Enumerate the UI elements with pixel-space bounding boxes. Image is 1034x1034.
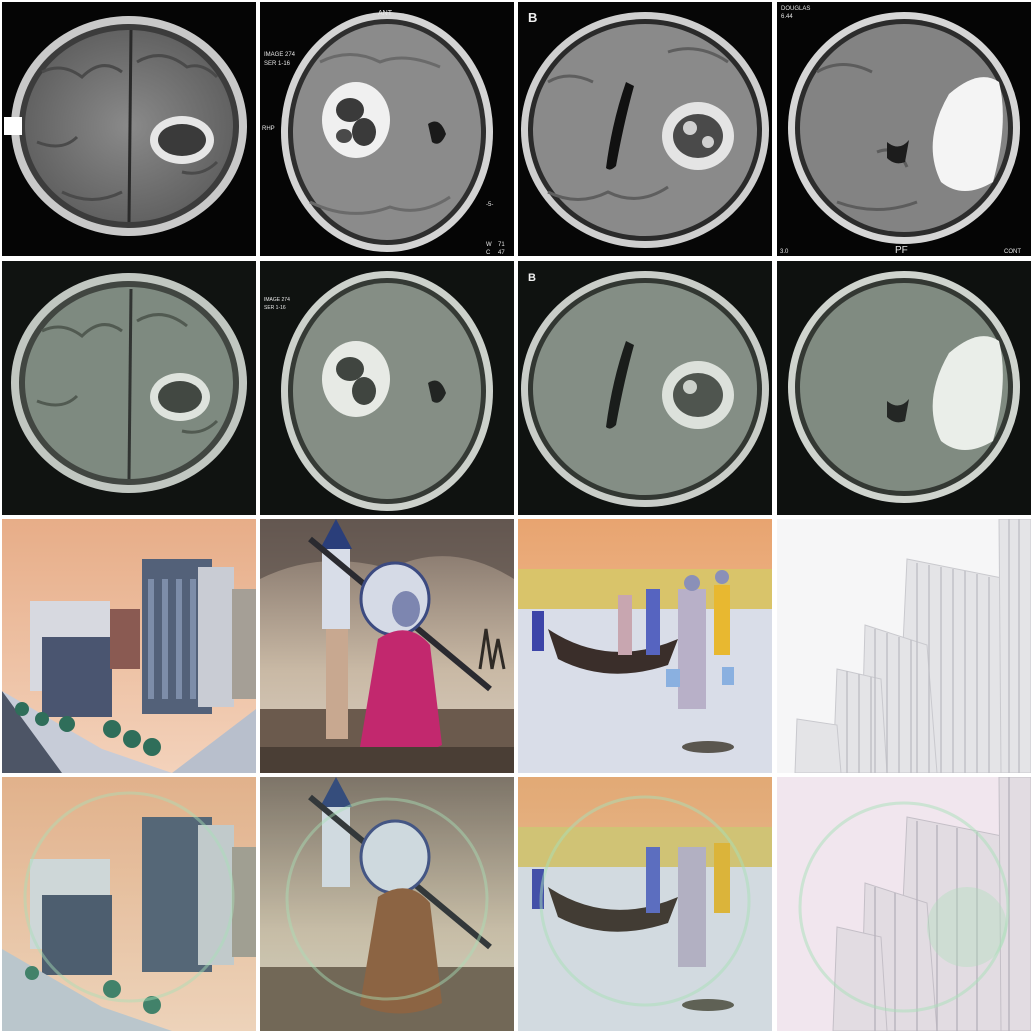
photo-architecture-original (777, 519, 1031, 773)
city-buildings-photo (2, 519, 256, 773)
mri-scan-reconstructed-3: B (518, 261, 772, 515)
mri-scan-axial-4: DOUGLAS 6.44 PF CONT 3.0 (777, 2, 1031, 256)
photo-boat-reconstructed (260, 777, 514, 1031)
patient-name-label: DOUGLAS (781, 6, 810, 12)
wooden-boat (548, 629, 678, 674)
mri-scan-reconstructed-2: IMAGE 274 SER 1-16 (260, 261, 514, 515)
photo-city-original (2, 519, 256, 773)
artifact-ring (798, 801, 1010, 1013)
city-buildings-reconstructed (2, 777, 256, 1031)
scale-tick-label: -5- (486, 202, 493, 208)
mri-original-3: B (518, 2, 772, 256)
image-number-label-recon: IMAGE 274 (264, 297, 290, 303)
photo-city-reconstructed (2, 777, 256, 1031)
mri-original-2: ANT IMAGE 274 SER 1-16 RHP -5- W 71 C 47 (260, 2, 514, 256)
white-marker-square (4, 117, 22, 135)
photo-beach-reconstructed (518, 777, 772, 1031)
window-label: W (486, 242, 492, 248)
center-value: 47 (498, 250, 505, 256)
mri-reconstructed-2: IMAGE 274 SER 1-16 (260, 261, 514, 515)
boat-women-reconstructed (260, 777, 514, 1031)
mri-original-1 (2, 2, 256, 256)
pf-label: PF (895, 245, 908, 256)
mri-original-4: DOUGLAS 6.44 PF CONT 3.0 (777, 2, 1031, 256)
mri-reconstructed-1 (2, 261, 256, 515)
image-number-label: IMAGE 274 (264, 52, 296, 58)
bottom-left-label: 3.0 (780, 249, 789, 255)
mri-scan-reconstructed-4 (777, 261, 1031, 515)
panel-label: B (528, 10, 537, 25)
white-architecture-reconstructed (777, 777, 1031, 1031)
beach-fishermen-boat-photo (518, 519, 772, 773)
contrast-label: CONT (1004, 249, 1021, 255)
mri-scan-reconstructed-1 (2, 261, 256, 515)
patient-number-label: 6.44 (781, 14, 793, 20)
series-label: SER 1-16 (264, 61, 291, 67)
fishermen-group (532, 570, 734, 709)
tumor-mass-left (322, 82, 390, 158)
beach-fishermen-reconstructed (518, 777, 772, 1031)
anterior-label: ANT (378, 10, 393, 17)
artifact-ring (539, 795, 751, 1007)
white-architecture-ribs-photo (777, 519, 1031, 773)
mri-reconstructed-3: B (518, 261, 772, 515)
center-label: C (486, 250, 491, 256)
ventricle (606, 82, 634, 170)
pink-dress (360, 630, 442, 756)
photo-beach-original (518, 519, 772, 773)
series-label-recon: SER 1-16 (264, 305, 286, 311)
meningioma-mass (932, 77, 1003, 191)
conical-hat-1 (320, 519, 352, 549)
mri-scan-axial-2: ANT IMAGE 274 SER 1-16 RHP -5- W 71 C 47 (260, 2, 514, 256)
boat-women-conical-hats-photo (260, 519, 514, 773)
artifact-ring (285, 797, 489, 1001)
photo-boat-original (260, 519, 514, 773)
photo-architecture-reconstructed (777, 777, 1031, 1031)
side-label: RHP (262, 126, 275, 132)
panel-label-recon: B (528, 272, 536, 284)
mri-scan-axial-3: B (518, 2, 772, 256)
window-value: 71 (498, 242, 505, 248)
artifact-ring (23, 791, 235, 1003)
mri-reconstructed-4 (777, 261, 1031, 515)
mri-scan-axial-1 (2, 2, 256, 256)
tumor-mass-right (662, 102, 734, 170)
